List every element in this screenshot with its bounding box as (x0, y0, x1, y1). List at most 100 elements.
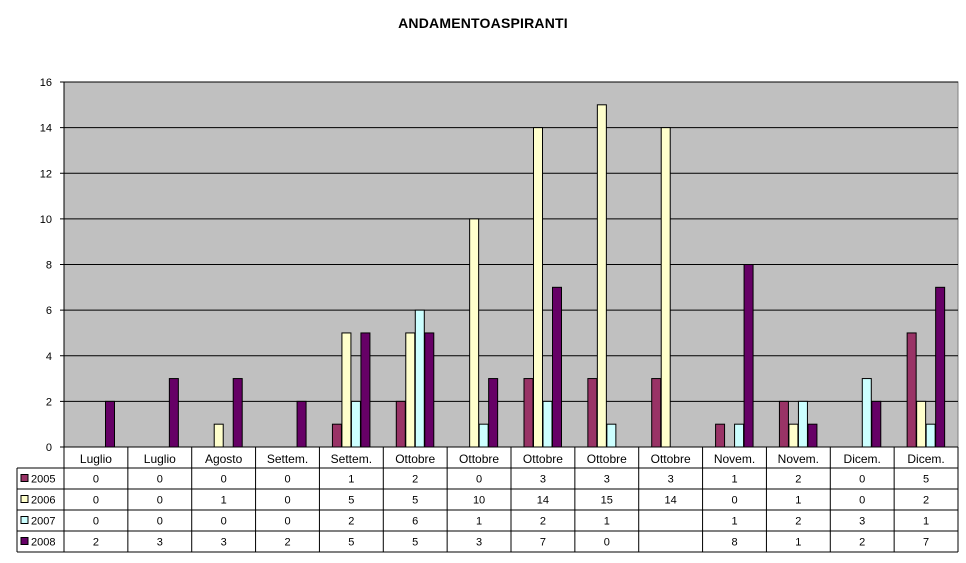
y-axis: 0 2 4 6 8 10 12 14 16 (40, 77, 65, 454)
data-value: 2 (923, 495, 929, 507)
data-value: 2 (859, 537, 865, 549)
data-value: 3 (157, 537, 163, 549)
data-value: 1 (795, 537, 801, 549)
bar-2005 (906, 332, 917, 448)
data-value: 1 (923, 516, 929, 528)
bar-2006 (916, 400, 927, 448)
data-value: 1 (795, 495, 801, 507)
gridlines (64, 81, 958, 448)
y-tick-label: 12 (40, 168, 52, 180)
data-value: 0 (93, 474, 99, 486)
category-label: Ottobre (395, 452, 435, 466)
bar-2008 (871, 400, 882, 448)
bar-2008 (743, 264, 754, 448)
category-label: Dicem. (907, 452, 944, 466)
chart-title: ANDAMENTOASPIRANTI (398, 15, 568, 31)
data-value: 5 (348, 537, 354, 549)
data-value: 10 (473, 495, 485, 507)
data-value: 0 (93, 495, 99, 507)
bar-2008 (296, 400, 307, 448)
category-label: Novem. (778, 452, 819, 466)
series-label: 2005 (31, 474, 55, 486)
data-value: 8 (731, 537, 737, 549)
bar-2007 (797, 400, 808, 448)
bar-2006 (788, 423, 799, 448)
data-value: 0 (284, 474, 290, 486)
data-table: Luglio Luglio Agosto Settem. Settem. Ottobre O… (16, 446, 959, 553)
series-label: 2006 (31, 495, 55, 507)
y-tick-label: 8 (46, 260, 52, 272)
bar-2006 (405, 332, 416, 448)
category-label: Ottobre (459, 452, 499, 466)
data-value: 1 (731, 474, 737, 486)
category-label: Ottobre (587, 452, 627, 466)
bar-2008 (488, 378, 499, 448)
bar-2005 (587, 378, 598, 448)
bar-2006 (341, 332, 352, 448)
bar-2008 (807, 423, 818, 448)
data-value: 0 (284, 495, 290, 507)
y-tick-label: 6 (46, 305, 52, 317)
legend-key-2006 (20, 495, 29, 503)
bars (105, 104, 946, 448)
bar-2008 (935, 286, 946, 448)
data-value: 1 (604, 516, 610, 528)
series-label: 2007 (31, 516, 55, 528)
bar-2008 (105, 400, 115, 448)
bar-2007 (478, 423, 489, 448)
y-tick-label: 0 (46, 442, 52, 454)
data-value: 1 (348, 474, 354, 486)
data-value: 0 (604, 537, 610, 549)
y-tick-label: 10 (40, 214, 52, 226)
data-value: 3 (668, 474, 674, 486)
data-value: 3 (221, 537, 227, 549)
category-label: Dicem. (844, 452, 881, 466)
bar-2005 (395, 400, 406, 448)
y-tick-label: 14 (40, 123, 52, 135)
y-tick-label: 2 (46, 396, 52, 408)
bar-2007 (414, 309, 425, 448)
y-tick-label: 4 (46, 351, 52, 363)
series-label: 2008 (31, 537, 55, 549)
data-value: 0 (93, 516, 99, 528)
category-label: Ottobre (523, 452, 563, 466)
data-value: 0 (157, 516, 163, 528)
data-value: 7 (540, 537, 546, 549)
data-value: 1 (476, 516, 482, 528)
category-label: Settem. (331, 452, 372, 466)
bar-2007 (606, 423, 617, 448)
data-value: 0 (859, 495, 865, 507)
data-value: 3 (859, 516, 865, 528)
data-value: 2 (795, 516, 801, 528)
data-value: 0 (221, 474, 227, 486)
data-value: 1 (221, 495, 227, 507)
category-label: Luglio (144, 452, 176, 466)
legend-key-2005 (20, 474, 29, 482)
data-value: 3 (604, 474, 610, 486)
bar-2007 (350, 400, 361, 448)
data-value: 1 (731, 516, 737, 528)
data-value: 0 (221, 516, 227, 528)
data-value: 3 (476, 537, 482, 549)
category-label: Novem. (714, 452, 755, 466)
y-tick-label: 16 (40, 77, 52, 89)
data-value: 0 (476, 474, 482, 486)
data-value: 3 (540, 474, 546, 486)
data-value: 5 (923, 474, 929, 486)
data-value: 2 (348, 516, 354, 528)
bar-2006 (533, 127, 543, 448)
bar-2007 (925, 423, 936, 448)
bar-2005 (651, 378, 662, 448)
category-label: Ottobre (651, 452, 691, 466)
category-label: Agosto (205, 452, 243, 466)
data-value: 5 (412, 537, 418, 549)
bar-2006 (660, 127, 671, 448)
bar-2007 (734, 423, 745, 448)
data-value: 2 (795, 474, 801, 486)
legend-key-2007 (20, 516, 29, 524)
bar-2008 (168, 378, 179, 448)
data-value: 0 (859, 474, 865, 486)
legend-key-2008 (20, 537, 29, 545)
bar-2006 (469, 218, 480, 448)
data-value: 14 (537, 495, 549, 507)
